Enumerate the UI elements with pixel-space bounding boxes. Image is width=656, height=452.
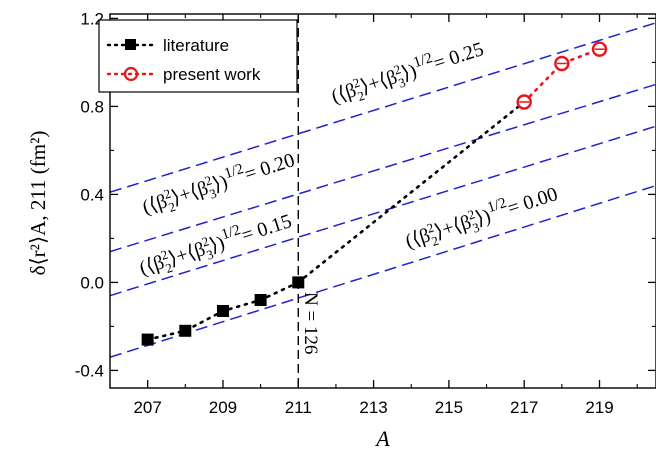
iso-line-0 [110,22,656,193]
label-000: (⟨β22⟩+⟨β32⟩)1/2= 0.00 [402,179,562,256]
legend-present-label: present work [163,65,261,84]
label-000-value: 0.00 [520,183,560,215]
literature-point [292,276,305,289]
y-tick-label: -0.4 [75,361,104,380]
iso-line-1 [110,83,656,253]
label-020: (⟨β22⟩+⟨β32⟩)1/2= 0.20 [139,145,299,222]
axis-ticks [109,14,656,388]
plot-frame [109,13,656,389]
label-020-text: (⟨β22⟩+⟨β32⟩)1/2= 0.20 [139,145,299,222]
y-tick-label: 0.0 [80,273,104,292]
iso-line-3 [110,184,656,358]
x-axis-title: A [374,426,390,451]
iso-deformation-lines [110,22,656,358]
x-tick-label: 213 [359,398,387,417]
x-tick-label: 219 [585,398,613,417]
legend-literature-marker [125,39,136,50]
y-tick-label: 0.4 [80,185,104,204]
label-015-value: 0.15 [254,210,294,242]
legend-present-marker [123,66,139,82]
literature-point [216,305,229,317]
n126-label: N = 126 [300,292,321,354]
literature-point [179,324,192,337]
present-work-line [522,47,601,104]
x-tick-label: 211 [285,398,312,417]
data-points [141,41,608,346]
x-tick-label: 209 [209,398,237,417]
y-tick-label: 1.2 [80,9,104,28]
y-tick-label: 0.8 [80,97,104,116]
y-axis-title: δ⟨r²⟩A, 211 (fm²) [26,131,50,276]
literature-point [254,294,267,306]
label-025-value: 0.25 [446,38,486,70]
connector-line [297,100,526,284]
legend: literature present work [98,19,298,93]
legend-literature-label: literature [163,36,229,55]
iso-line-2 [110,125,656,297]
x-tick-labels: 207 209 211 213 215 217 219 [133,398,613,417]
x-tick-label: 215 [435,398,463,417]
y-tick-labels: -0.4 0.0 0.4 0.8 1.2 [75,9,104,380]
x-tick-label: 217 [510,398,538,417]
label-000-text: (⟨β22⟩+⟨β32⟩)1/2= 0.00 [402,179,562,256]
literature-point [141,333,154,346]
label-020-value: 0.20 [257,149,297,181]
x-tick-label: 207 [133,398,161,417]
